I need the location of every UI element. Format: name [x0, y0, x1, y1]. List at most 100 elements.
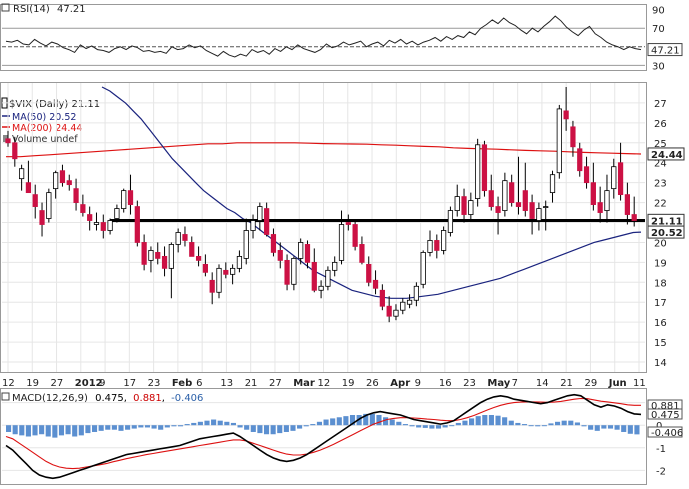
candle-body: [161, 255, 168, 269]
macd-hist-bar: [204, 420, 210, 426]
candle-body: [406, 299, 413, 305]
macd-hist-bar: [32, 425, 38, 436]
candle-body: [543, 206, 549, 208]
price-layer: 2726252423222120191817161514121927201291…: [2, 83, 685, 389]
x-tick-label: 7: [512, 378, 518, 389]
macd-hist-bar: [91, 425, 98, 432]
macd-hist-bar: [45, 425, 51, 437]
macd-hist-bar: [237, 425, 243, 428]
x-tick-label: 19: [342, 378, 355, 389]
macd-hist-bar: [125, 425, 131, 430]
candle-body: [230, 267, 236, 275]
macd-hist-bar: [78, 425, 84, 436]
macd-hist-bar: [548, 423, 554, 426]
macd-hist-bar: [217, 420, 223, 426]
macd-hist-bar: [144, 425, 151, 428]
candle: [230, 264, 236, 285]
macd-legend: MACD(12,26,9) 0.475, 0.881, -0.406: [1, 392, 203, 404]
macd-hist-bar: [263, 425, 270, 435]
price-y-tick: 24: [654, 159, 667, 170]
macd-hist-bar: [383, 417, 389, 426]
candle-body: [73, 188, 79, 203]
candle-body: [141, 242, 147, 265]
macd-value: 0.475: [95, 393, 124, 404]
candle-body: [264, 208, 270, 235]
macd-hist-bar: [621, 425, 627, 432]
price-y-tick: 14: [654, 358, 667, 369]
rsi-legend: RSI(14) 47.21: [1, 3, 86, 15]
svg-text:MACD(12,26,9) 0.475,: MACD(12,26,9) 0.475, 0.881, -0.406: [12, 393, 203, 404]
x-tick-label: 21: [560, 378, 573, 389]
candle-body: [447, 210, 454, 233]
price-y-tick: 27: [654, 99, 667, 110]
candle-body: [556, 108, 562, 174]
price-y-tick: 23: [654, 179, 667, 190]
x-tick-label: 19: [26, 378, 39, 389]
candle: [304, 240, 311, 269]
candle-body: [318, 285, 324, 291]
macd-hist-bar: [177, 425, 184, 427]
macd-hist-bar: [541, 425, 547, 427]
candle: [87, 206, 93, 231]
candle: [80, 194, 86, 217]
macd-hist-bar: [191, 422, 197, 426]
candle-body: [570, 126, 576, 148]
candle-body: [332, 261, 338, 271]
candle: [509, 174, 515, 207]
macd-hist-bar: [634, 425, 640, 435]
candle: [264, 202, 270, 237]
candle: [393, 304, 399, 321]
candle-body: [413, 285, 419, 301]
macd-hist-bar: [270, 425, 276, 435]
candle-body: [32, 194, 38, 207]
candle: [134, 200, 140, 247]
rsi-panel: [0, 4, 647, 71]
macd-right-label: 0.881: [651, 401, 680, 412]
candle-body: [522, 190, 528, 211]
price-last-label: 21.11: [651, 216, 683, 227]
candle: [631, 196, 637, 227]
candle-body: [549, 174, 556, 194]
macd-hist-bar: [111, 425, 117, 430]
macd-hist-bar: [409, 425, 415, 427]
rsi-last-label: 47.21: [651, 46, 680, 57]
macd-hist-bar: [475, 416, 481, 426]
x-tick-label: 17: [123, 378, 136, 389]
candle-body: [257, 206, 263, 221]
candle: [617, 142, 624, 201]
macd-hist-bar: [528, 425, 534, 427]
macd-y-tick: -1: [656, 444, 666, 455]
rsi-legend-swatch: [1, 3, 10, 12]
ma200-legend: MA(200) 24.44: [12, 123, 82, 134]
macd-hist-bar: [65, 425, 71, 435]
candle: [93, 212, 100, 231]
price-title: $VIX (Daily) 21.11: [9, 99, 100, 110]
ma200-last-label-box: [647, 147, 685, 161]
candle: [427, 230, 433, 257]
macd-right-label: 0.475: [651, 410, 680, 421]
candle: [39, 202, 45, 237]
candle-body: [168, 244, 174, 269]
candle-body: [284, 259, 290, 285]
macd-hist-bar: [85, 425, 91, 434]
macd-hist-bar: [52, 425, 58, 438]
macd-hist-bar: [250, 425, 256, 432]
candle-body: [114, 208, 120, 219]
macd-legend-swatch: [1, 392, 10, 401]
macd-right-box: [647, 426, 683, 438]
macd-panel: [0, 388, 647, 485]
candle: [481, 140, 488, 197]
candle: [311, 248, 317, 293]
candle-body: [481, 144, 488, 192]
candle: [148, 246, 154, 273]
candle-body: [311, 261, 317, 291]
candle: [66, 174, 72, 191]
candle-body: [53, 172, 59, 190]
candle: [141, 234, 147, 271]
candle: [563, 86, 569, 131]
candle: [386, 296, 392, 323]
candle: [570, 120, 576, 157]
candle: [379, 284, 385, 311]
macd-hist-bar: [429, 425, 435, 429]
